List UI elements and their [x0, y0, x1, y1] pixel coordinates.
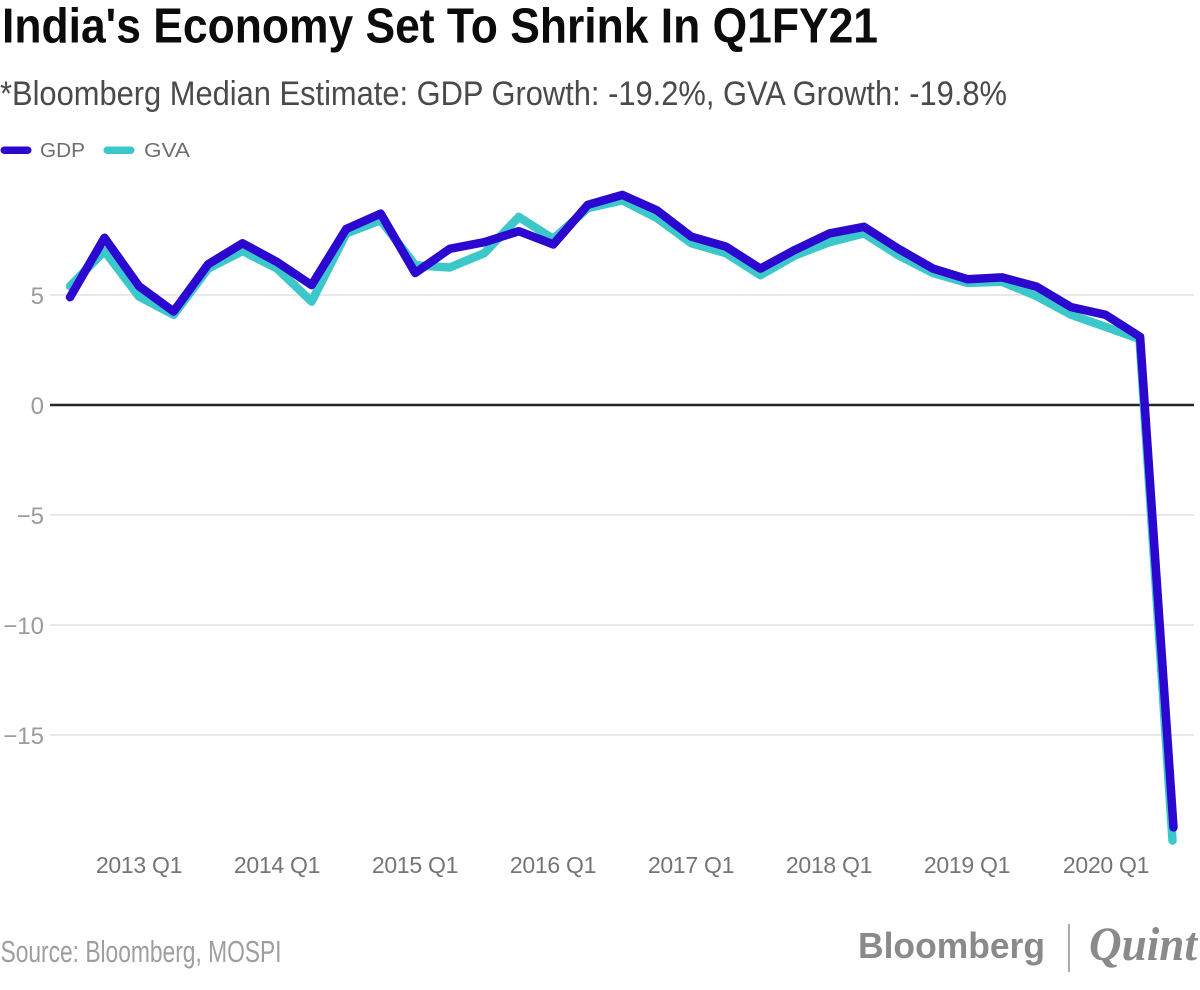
svg-text:*Bloomberg Median Estimate: GD: *Bloomberg Median Estimate: GDP Growth: …: [0, 75, 1007, 113]
svg-text:−10: −10: [3, 613, 44, 640]
svg-text:Source: Bloomberg, MOSPI: Source: Bloomberg, MOSPI: [1, 934, 282, 969]
svg-text:2016 Q1: 2016 Q1: [510, 852, 596, 878]
svg-text:0: 0: [31, 393, 44, 420]
svg-text:Bloomberg: Bloomberg: [858, 925, 1045, 966]
svg-text:Quint: Quint: [1089, 918, 1199, 971]
svg-text:2014 Q1: 2014 Q1: [234, 852, 320, 878]
svg-text:2020 Q1: 2020 Q1: [1063, 852, 1149, 878]
svg-text:2017 Q1: 2017 Q1: [648, 852, 734, 878]
svg-text:GVA: GVA: [144, 140, 191, 162]
svg-text:2013 Q1: 2013 Q1: [96, 852, 182, 878]
svg-text:2015 Q1: 2015 Q1: [372, 852, 458, 878]
svg-text:GDP: GDP: [40, 140, 85, 162]
svg-text:2019 Q1: 2019 Q1: [924, 852, 1010, 878]
svg-text:India's Economy Set To Shrink: India's Economy Set To Shrink In Q1FY21: [2, 0, 878, 54]
svg-text:−15: −15: [3, 723, 44, 750]
svg-text:2018 Q1: 2018 Q1: [786, 852, 872, 878]
svg-text:5: 5: [31, 283, 44, 310]
svg-text:−5: −5: [17, 503, 44, 530]
